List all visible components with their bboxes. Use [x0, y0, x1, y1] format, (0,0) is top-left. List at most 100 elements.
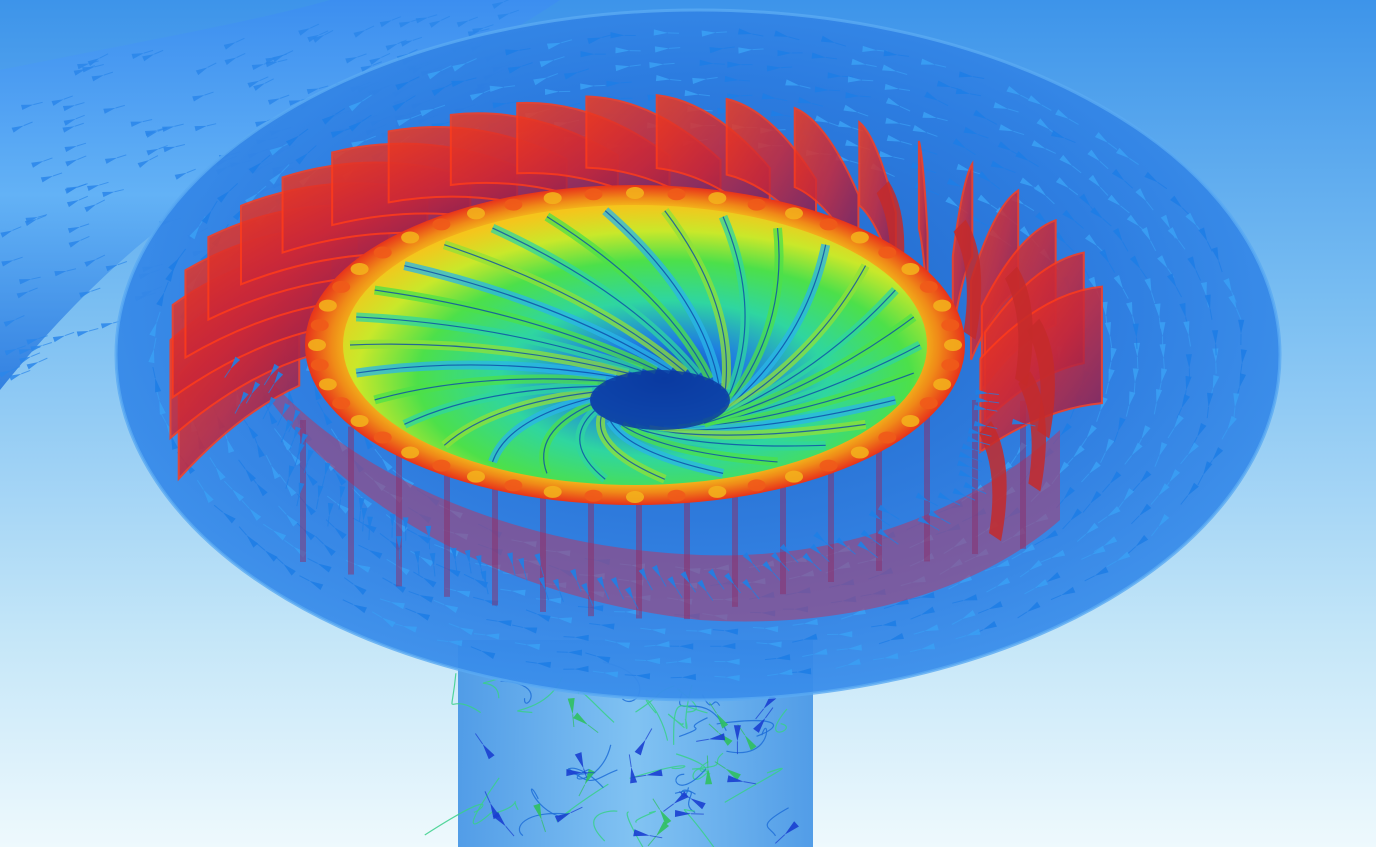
velocity-arrow	[984, 559, 1010, 572]
velocity-arrow	[321, 462, 331, 486]
velocity-arrow	[978, 171, 1001, 190]
velocity-arrow	[615, 47, 641, 54]
velocity-arrow	[379, 598, 405, 610]
velocity-arrow	[4, 345, 26, 356]
velocity-arrow	[338, 486, 346, 510]
velocity-arrow	[62, 102, 85, 112]
velocity-arrow	[556, 649, 583, 656]
velocity-arrow	[306, 85, 329, 95]
velocity-arrow	[585, 652, 611, 663]
velocity-arrow	[827, 631, 853, 638]
velocity-arrow	[379, 16, 402, 28]
velocity-arrow	[148, 337, 157, 364]
ring-vector	[467, 207, 485, 220]
velocity-arrow	[280, 419, 293, 443]
velocity-arrow	[813, 531, 834, 550]
velocity-arrow	[194, 123, 217, 132]
velocity-arrow	[348, 114, 372, 132]
velocity-arrow	[16, 287, 38, 299]
ring-vector	[584, 489, 603, 502]
runner-blade-edge	[729, 228, 780, 402]
velocity-arrow	[396, 113, 422, 127]
velocity-arrow	[665, 657, 692, 664]
guide-vane-blade	[979, 421, 1007, 542]
velocity-arrow	[633, 829, 663, 839]
runner-blade-edge	[579, 410, 606, 480]
streamline	[576, 744, 612, 780]
velocity-arrow	[269, 164, 290, 185]
velocity-arrow	[19, 352, 41, 364]
velocity-arrow	[1239, 349, 1247, 375]
velocity-arrow	[467, 28, 490, 37]
ring-vector	[819, 459, 838, 472]
ring-vector	[901, 263, 920, 275]
velocity-arrow	[1062, 508, 1082, 530]
stay-vane-stripe	[732, 422, 738, 607]
velocity-arrow	[253, 78, 274, 91]
velocity-arrow	[680, 571, 697, 593]
stay-vanes-lower	[270, 380, 1060, 622]
velocity-arrow	[450, 547, 458, 572]
velocity-arrow	[303, 449, 314, 473]
velocity-arrow	[296, 482, 305, 507]
streamline	[674, 790, 696, 814]
velocity-arrow	[345, 53, 367, 64]
streamline	[673, 705, 708, 745]
streamline	[668, 713, 685, 729]
runner-blade-edge	[356, 364, 617, 378]
velocity-arrow	[344, 577, 367, 595]
ring-vector	[373, 246, 392, 259]
velocity-arrow	[217, 183, 239, 203]
runner-blade-edge	[404, 385, 598, 425]
velocity-arrow	[563, 634, 589, 641]
velocity-arrow	[761, 93, 788, 102]
velocity-arrow	[31, 157, 53, 168]
streamline	[593, 810, 618, 842]
velocity-arrow	[634, 728, 653, 756]
velocity-arrow	[847, 76, 874, 83]
stay-vane-stripe	[540, 439, 546, 612]
velocity-arrow	[265, 454, 281, 480]
ring-vector	[504, 479, 523, 492]
velocity-arrow	[1059, 154, 1082, 174]
velocity-arrow	[464, 549, 472, 574]
velocity-arrow	[1050, 130, 1076, 144]
velocity-arrow	[525, 661, 552, 669]
velocity-arrow	[1076, 522, 1099, 542]
velocity-arrow	[920, 58, 947, 68]
velocity-arrow	[174, 168, 196, 180]
velocity-arrow	[400, 36, 423, 47]
velocity-arrow	[742, 552, 761, 573]
velocity-arrow	[885, 117, 911, 127]
runner-blade-edge	[443, 391, 593, 446]
velocity-arrow	[1097, 506, 1121, 524]
velocity-arrow	[811, 52, 838, 60]
velocity-arrow	[295, 145, 317, 165]
velocity-arrow	[312, 29, 334, 43]
ring-vector	[919, 280, 938, 293]
streamline	[629, 765, 686, 779]
ring-vector	[373, 431, 392, 444]
velocity-arrow	[1027, 95, 1052, 111]
velocity-arrow	[710, 643, 736, 650]
velocity-arrow	[667, 643, 694, 650]
velocity-arrow	[361, 507, 368, 532]
velocity-arrow	[142, 49, 164, 62]
velocity-arrow	[917, 516, 940, 531]
velocity-arrow	[1211, 330, 1219, 356]
velocity-arrow	[1132, 323, 1139, 349]
velocity-arrow	[307, 30, 329, 43]
ring-vector	[308, 339, 326, 351]
streamline	[567, 767, 604, 789]
velocity-arrow	[244, 185, 267, 205]
velocity-arrow	[1198, 227, 1213, 252]
runner-blade-edge	[664, 210, 728, 390]
velocity-arrow	[367, 516, 373, 541]
velocity-arrow	[405, 607, 431, 621]
velocity-arrow	[474, 733, 495, 760]
velocity-arrow	[843, 104, 869, 117]
velocity-arrow	[928, 510, 951, 525]
velocity-arrow	[727, 775, 757, 785]
velocity-arrow	[392, 95, 416, 112]
velocity-arrow	[84, 254, 106, 267]
